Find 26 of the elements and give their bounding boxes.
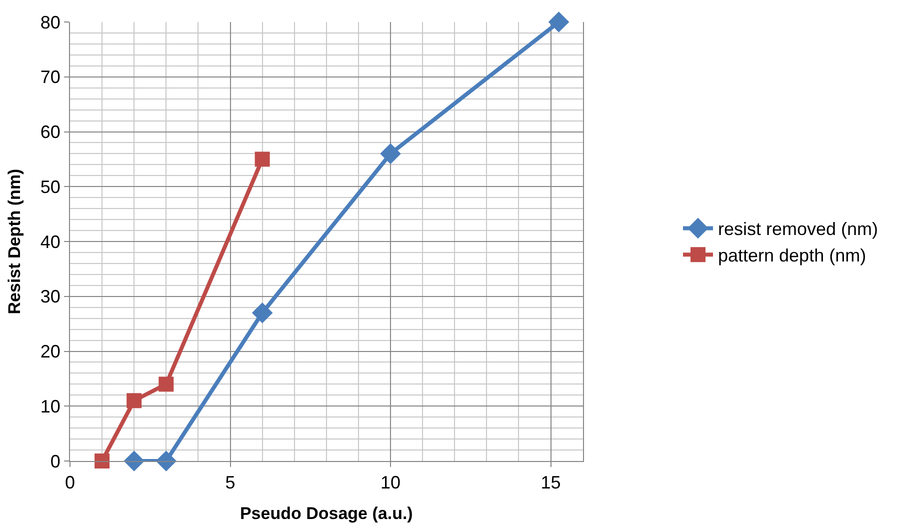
y-tick-label: 40 (40, 232, 60, 252)
x-axis-title: Pseudo Dosage (a.u.) (240, 504, 413, 523)
point (124, 450, 144, 472)
legend-label: pattern depth (nm) (718, 246, 866, 266)
x-tick-label: 0 (64, 472, 76, 493)
y-tick-label: 0 (50, 451, 60, 472)
point (94, 454, 110, 468)
y-tick-label: 60 (40, 122, 60, 142)
x-tick-label: 10 (380, 472, 401, 493)
point (158, 376, 174, 392)
point (156, 450, 177, 472)
point (126, 393, 142, 408)
x-tick-label: 15 (540, 472, 561, 493)
x-tick-label: 5 (225, 472, 236, 493)
y-tick-label: 70 (40, 67, 60, 88)
y-tick-label: 50 (40, 176, 60, 197)
legend-label: resist removed (nm) (718, 219, 878, 240)
point (380, 143, 401, 164)
y-axis-title: Resist Depth (nm) (4, 168, 24, 314)
y-tick-label: 10 (40, 396, 60, 416)
y-tick-label: 30 (40, 286, 60, 307)
point (548, 12, 570, 32)
y-tick-label: 20 (40, 342, 60, 362)
y-tick-label: 80 (40, 12, 60, 32)
point (252, 302, 273, 324)
point (254, 152, 270, 167)
